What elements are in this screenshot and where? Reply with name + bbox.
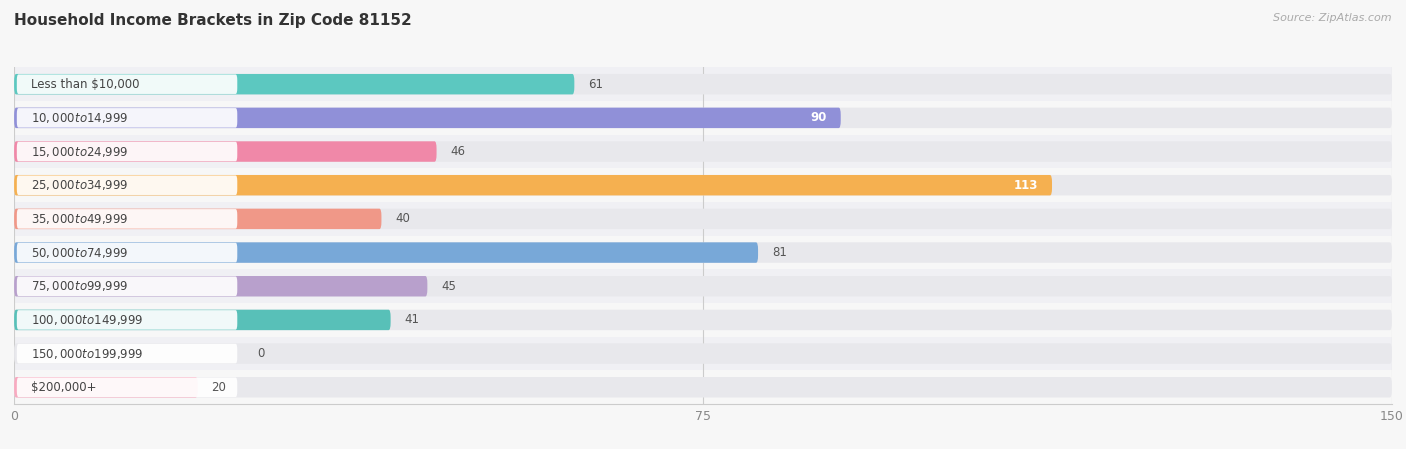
Text: $75,000 to $99,999: $75,000 to $99,999 <box>31 279 128 293</box>
Bar <box>14 135 1392 168</box>
FancyBboxPatch shape <box>14 242 1392 263</box>
Bar <box>14 202 1392 236</box>
Text: $10,000 to $14,999: $10,000 to $14,999 <box>31 111 128 125</box>
FancyBboxPatch shape <box>14 209 381 229</box>
FancyBboxPatch shape <box>14 209 1392 229</box>
Text: 90: 90 <box>811 111 827 124</box>
Text: Household Income Brackets in Zip Code 81152: Household Income Brackets in Zip Code 81… <box>14 13 412 28</box>
FancyBboxPatch shape <box>17 142 238 161</box>
FancyBboxPatch shape <box>17 344 238 363</box>
FancyBboxPatch shape <box>14 242 758 263</box>
FancyBboxPatch shape <box>17 243 238 262</box>
FancyBboxPatch shape <box>14 276 1392 296</box>
Text: $200,000+: $200,000+ <box>31 381 96 394</box>
FancyBboxPatch shape <box>17 378 238 397</box>
FancyBboxPatch shape <box>17 209 238 229</box>
Text: Less than $10,000: Less than $10,000 <box>31 78 139 91</box>
Bar <box>14 101 1392 135</box>
Text: 81: 81 <box>772 246 787 259</box>
FancyBboxPatch shape <box>14 276 427 296</box>
FancyBboxPatch shape <box>14 108 1392 128</box>
Text: $25,000 to $34,999: $25,000 to $34,999 <box>31 178 128 192</box>
FancyBboxPatch shape <box>14 141 436 162</box>
FancyBboxPatch shape <box>17 108 238 128</box>
FancyBboxPatch shape <box>17 75 238 94</box>
Bar <box>14 236 1392 269</box>
Bar <box>14 168 1392 202</box>
Bar <box>14 337 1392 370</box>
FancyBboxPatch shape <box>14 377 198 397</box>
FancyBboxPatch shape <box>14 310 391 330</box>
Text: 41: 41 <box>405 313 419 326</box>
Text: $100,000 to $149,999: $100,000 to $149,999 <box>31 313 143 327</box>
Bar <box>14 370 1392 404</box>
Text: $15,000 to $24,999: $15,000 to $24,999 <box>31 145 128 158</box>
Text: 40: 40 <box>395 212 411 225</box>
Text: 20: 20 <box>211 381 226 394</box>
Text: 0: 0 <box>257 347 264 360</box>
Text: Source: ZipAtlas.com: Source: ZipAtlas.com <box>1274 13 1392 23</box>
Text: 45: 45 <box>441 280 456 293</box>
FancyBboxPatch shape <box>14 175 1392 195</box>
FancyBboxPatch shape <box>14 377 1392 397</box>
Bar <box>14 67 1392 101</box>
Text: 61: 61 <box>588 78 603 91</box>
FancyBboxPatch shape <box>14 175 1052 195</box>
FancyBboxPatch shape <box>17 277 238 296</box>
FancyBboxPatch shape <box>17 310 238 330</box>
FancyBboxPatch shape <box>14 141 1392 162</box>
Text: $35,000 to $49,999: $35,000 to $49,999 <box>31 212 128 226</box>
Text: 113: 113 <box>1014 179 1038 192</box>
FancyBboxPatch shape <box>14 74 1392 94</box>
FancyBboxPatch shape <box>14 108 841 128</box>
Bar <box>14 303 1392 337</box>
FancyBboxPatch shape <box>14 343 1392 364</box>
Text: $50,000 to $74,999: $50,000 to $74,999 <box>31 246 128 260</box>
FancyBboxPatch shape <box>14 310 1392 330</box>
FancyBboxPatch shape <box>17 176 238 195</box>
Bar <box>14 269 1392 303</box>
FancyBboxPatch shape <box>14 74 574 94</box>
Text: 46: 46 <box>450 145 465 158</box>
Text: $150,000 to $199,999: $150,000 to $199,999 <box>31 347 143 361</box>
